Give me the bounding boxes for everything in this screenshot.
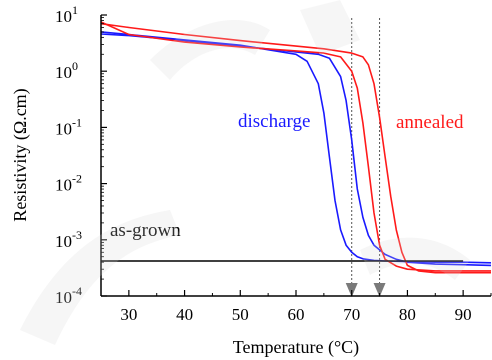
x-tick-label: 90 xyxy=(455,305,472,324)
x-tick-label: 50 xyxy=(232,305,249,324)
y-tick-label: 10-2 xyxy=(55,172,82,195)
y-tick-label: 10-4 xyxy=(55,284,82,307)
x-axis-title: Temperature (°C) xyxy=(233,337,359,358)
x-tick-label: 80 xyxy=(399,305,416,324)
x-tick-label: 60 xyxy=(288,305,305,324)
y-tick-label: 10-3 xyxy=(55,228,82,251)
annotation-discharge: discharge xyxy=(238,111,310,132)
y-axis-title: Resistivity (Ω.cm) xyxy=(10,88,31,221)
ticks-layer: 30 40 50 60 70 80 90 101 100 10-1 10-2 10-3 10-4 xyxy=(55,3,492,324)
x-tick-label: 40 xyxy=(176,305,193,324)
annotation-as-grown: as-grown xyxy=(110,220,181,241)
series-layer xyxy=(101,21,491,274)
y-tick-label: 100 xyxy=(55,59,78,82)
reference-arrow-2 xyxy=(373,283,386,297)
annotation-annealed: annealed xyxy=(396,112,464,133)
y-tick-label: 101 xyxy=(55,3,78,26)
x-tick-label: 30 xyxy=(120,305,137,324)
series-line-4 xyxy=(101,22,491,274)
x-tick-label: 70 xyxy=(343,305,360,324)
axes xyxy=(100,15,491,297)
y-tick-label: 10-1 xyxy=(55,115,82,138)
series-line-3 xyxy=(101,21,491,272)
